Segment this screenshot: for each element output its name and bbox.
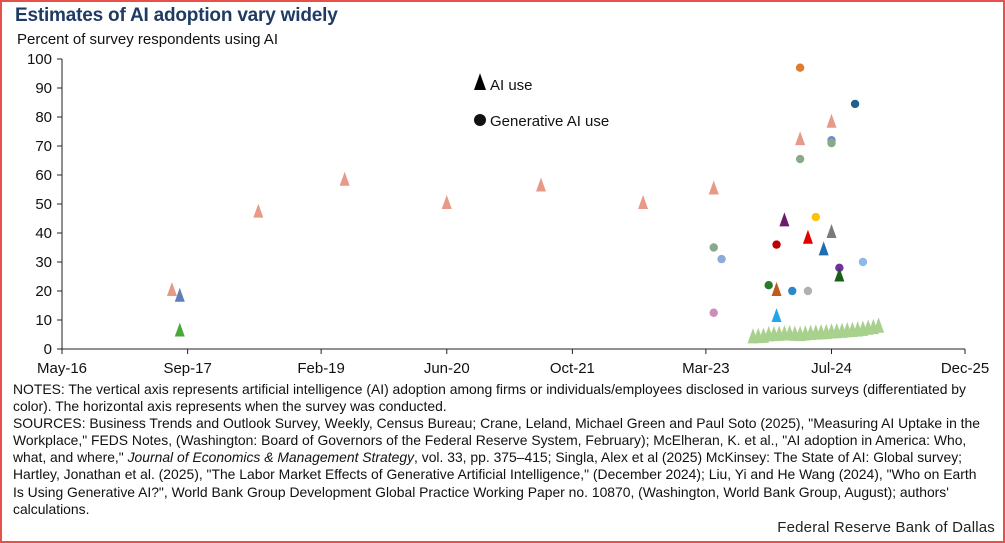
generative-ai-point (803, 286, 813, 296)
generative-ai-point (795, 63, 805, 72)
legend-label-ai-use: AI use (490, 77, 533, 94)
notes-text: NOTES: The vertical axis represents arti… (13, 381, 966, 415)
sources-text-part1: SOURCES: Business Trends and Outlook Sur… (13, 415, 980, 466)
y-tick-label: 0 (44, 341, 52, 358)
x-tick-label: Oct-21 (550, 360, 595, 377)
y-tick-label: 40 (35, 225, 52, 242)
generative-ai-point (811, 212, 821, 222)
ai-use-point (826, 113, 837, 128)
ai-use-point (339, 171, 350, 186)
ai-use-point (834, 267, 845, 282)
ai-use-point (253, 203, 264, 218)
generative-ai-point (788, 286, 797, 296)
ai-use-point (638, 195, 649, 209)
y-tick-label: 20 (35, 283, 52, 300)
ai-use-point (802, 229, 813, 244)
legend-circle-icon (474, 114, 486, 126)
ai-use-point (166, 282, 177, 296)
y-axis-label: Percent of survey respondents using AI (17, 31, 278, 48)
generative-ai-point (850, 99, 860, 109)
generative-ai-point (764, 281, 773, 290)
generative-ai-point (717, 254, 726, 264)
generative-ai-point (709, 308, 718, 317)
generative-ai-point (709, 243, 718, 252)
ai-use-point (708, 180, 719, 195)
y-tick-label: 90 (35, 80, 52, 97)
y-tick-label: 10 (35, 312, 52, 329)
generative-ai-point (772, 240, 781, 249)
ai-use-point (441, 195, 452, 209)
x-tick-label: Jun-20 (424, 360, 470, 377)
y-tick-label: 70 (35, 138, 52, 155)
chart-title: Estimates of AI adoption vary widely (15, 5, 338, 26)
ai-use-point (174, 322, 185, 337)
x-tick-label: Dec-25 (941, 360, 989, 377)
scatter-chart: 0 10 20 30 40 50 60 70 80 90 100 May-16 Sep-17 Feb-19… (27, 51, 989, 377)
legend-label-generative-ai: Generative AI use (490, 113, 609, 130)
ai-use-point (818, 241, 829, 256)
y-tick-label: 30 (35, 254, 52, 271)
ai-use-point (826, 224, 837, 238)
x-tick-label: May-16 (37, 360, 87, 377)
x-tick-label: Feb-19 (297, 360, 345, 377)
y-tick-label: 50 (35, 196, 52, 213)
x-tick-label: Jul-24 (811, 360, 852, 377)
ai-use-point (174, 287, 185, 302)
ai-use-point (771, 282, 782, 296)
sources-text: SOURCES: Business Trends and Outlook Sur… (13, 415, 988, 518)
generative-ai-point (795, 154, 805, 164)
weekly-survey-point (873, 317, 885, 333)
ai-use-point (771, 308, 782, 323)
ai-use-point (535, 177, 546, 192)
notes-block: NOTES: The vertical axis represents arti… (13, 381, 988, 518)
generative-ai-point (858, 257, 868, 267)
x-tick-label: Sep-17 (163, 360, 211, 377)
x-tick-label: Mar-23 (682, 360, 730, 377)
source-credit: Federal Reserve Bank of Dallas (777, 519, 995, 536)
legend-triangle-icon (474, 73, 486, 90)
sources-text-part2: , vol. 33, pp. 375–415; Singla, Alex et … (13, 449, 977, 517)
ai-use-point (779, 212, 790, 227)
sources-journal-name: Journal of Economics & Management Strate… (127, 449, 415, 466)
y-tick-label: 60 (35, 167, 52, 184)
y-tick-label: 100 (27, 51, 52, 68)
y-tick-label: 80 (35, 109, 52, 126)
ai-use-point (795, 131, 806, 146)
generative-ai-point (827, 138, 836, 148)
